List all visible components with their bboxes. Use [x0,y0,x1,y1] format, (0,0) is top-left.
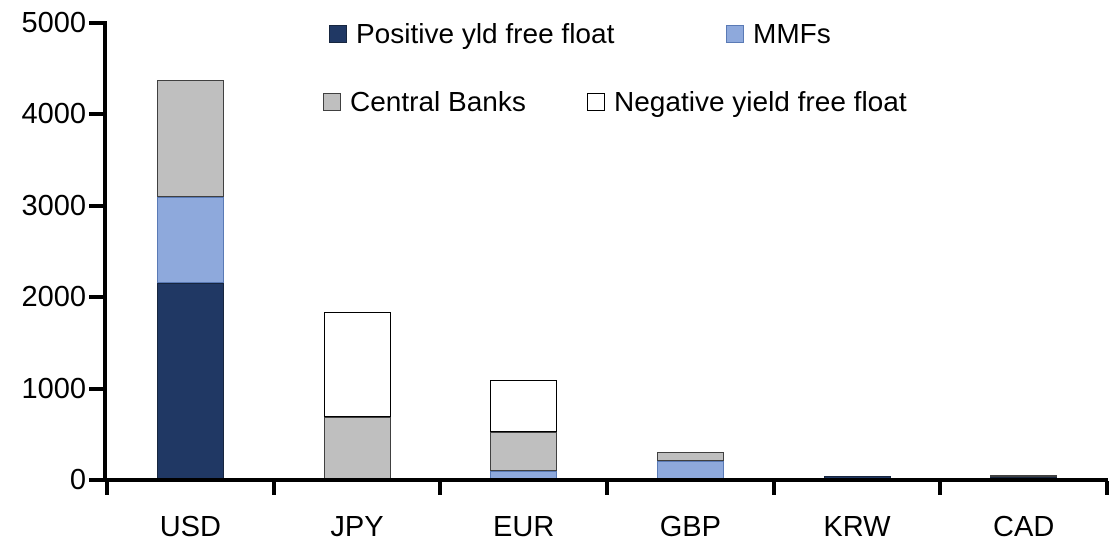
y-axis-tick-label: 0 [69,464,86,496]
bar-segment-eur-central-banks [490,432,558,471]
y-axis-tick [89,112,104,117]
legend-label: Central Banks [350,86,526,117]
x-axis-category-label: CAD [993,511,1055,543]
y-axis-tick [89,386,104,391]
y-axis-tick [89,21,104,25]
legend-label: Negative yield free float [614,86,907,117]
x-axis-category-label: USD [159,511,221,543]
y-axis-tick-label: 1000 [21,372,86,405]
legend-swatch-mmfs [726,25,744,43]
x-axis-category-label: GBP [659,511,721,543]
x-axis-tick [1105,481,1109,495]
x-axis-tick [771,481,776,495]
x-axis-category-label: EUR [493,511,555,543]
y-axis-tick [89,295,104,300]
x-axis-category-label: JPY [330,511,384,543]
y-axis-tick [89,203,104,208]
bar-segment-usd-mmfs [156,196,224,284]
y-axis-tick-label: 3000 [21,189,86,222]
bar-segment-cad-central-banks [990,474,1058,478]
legend-swatch-central-banks [323,93,341,111]
x-axis-tick [105,481,109,495]
legend-item-central-banks: Central Banks [323,87,526,117]
bar-segment-eur-negative-yield-free-float [490,379,558,432]
x-axis-tick [438,481,443,495]
y-axis-tick-label: 5000 [21,7,86,39]
y-axis-tick-label: 2000 [21,281,86,314]
legend-item-negative-yield-free-float: Negative yield free float [587,87,907,117]
x-axis-tick [605,481,609,495]
bar-segment-jpy-central-banks [323,416,391,480]
x-axis-line [103,478,1108,482]
y-axis-tick [89,478,104,482]
legend-label: MMFs [753,18,831,49]
y-axis-line [103,21,107,482]
legend-swatch-negative-yield-free-float [587,93,605,111]
legend-item-positive-yld-free-float: Positive yld free float [329,19,614,49]
bar-segment-jpy-negative-yield-free-float [323,311,391,417]
x-axis-tick [271,481,276,495]
bar-segment-gbp-central-banks [656,451,724,461]
y-axis-tick-label: 4000 [21,98,86,131]
legend-swatch-positive-yld-free-float [329,25,347,43]
legend-label: Positive yld free float [356,18,615,49]
x-axis-tick [938,481,943,495]
bar-segment-usd-central-banks [156,79,224,197]
bar-segment-usd-positive-yld-free-float [156,283,224,480]
legend-item-mmfs: MMFs [726,19,831,49]
x-axis-category-label: KRW [823,511,891,543]
